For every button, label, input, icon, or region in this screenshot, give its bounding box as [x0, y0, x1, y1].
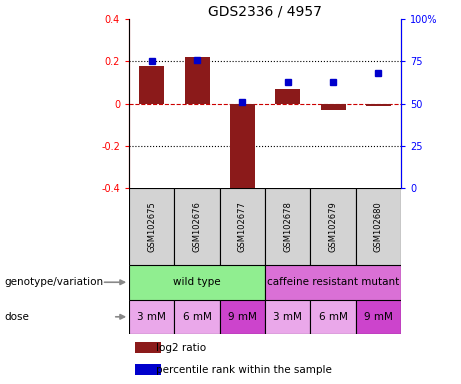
Bar	[129, 300, 174, 334]
Title: GDS2336 / 4957: GDS2336 / 4957	[208, 4, 322, 18]
Bar	[265, 188, 310, 265]
Text: 9 mM: 9 mM	[228, 312, 257, 322]
Bar	[174, 300, 220, 334]
Text: 3 mM: 3 mM	[137, 312, 166, 322]
Text: 6 mM: 6 mM	[183, 312, 212, 322]
Bar	[129, 265, 265, 300]
Text: 3 mM: 3 mM	[273, 312, 302, 322]
Bar	[310, 188, 356, 265]
Bar	[320, 104, 346, 110]
Text: GSM102678: GSM102678	[283, 201, 292, 252]
Bar	[366, 104, 391, 106]
Bar	[220, 300, 265, 334]
Bar	[184, 57, 210, 104]
Bar	[230, 104, 255, 192]
Text: GSM102676: GSM102676	[193, 201, 201, 252]
Bar	[174, 188, 220, 265]
Bar	[265, 265, 401, 300]
Text: 9 mM: 9 mM	[364, 312, 393, 322]
Text: GSM102680: GSM102680	[374, 201, 383, 252]
Text: GSM102677: GSM102677	[238, 201, 247, 252]
Bar	[356, 300, 401, 334]
Text: log2 ratio: log2 ratio	[156, 343, 207, 353]
Text: percentile rank within the sample: percentile rank within the sample	[156, 364, 332, 374]
Bar	[310, 300, 356, 334]
Text: caffeine resistant mutant: caffeine resistant mutant	[267, 277, 399, 287]
Text: dose: dose	[5, 312, 30, 322]
Text: GSM102675: GSM102675	[147, 201, 156, 252]
Text: 6 mM: 6 mM	[319, 312, 348, 322]
Bar	[135, 342, 161, 353]
Bar	[275, 89, 300, 104]
Text: wild type: wild type	[173, 277, 221, 287]
Bar	[139, 66, 164, 104]
Bar	[220, 188, 265, 265]
Bar	[135, 364, 161, 375]
Text: genotype/variation: genotype/variation	[5, 277, 104, 287]
Bar	[129, 188, 174, 265]
Text: GSM102679: GSM102679	[329, 201, 337, 252]
Bar	[265, 300, 310, 334]
Bar	[356, 188, 401, 265]
